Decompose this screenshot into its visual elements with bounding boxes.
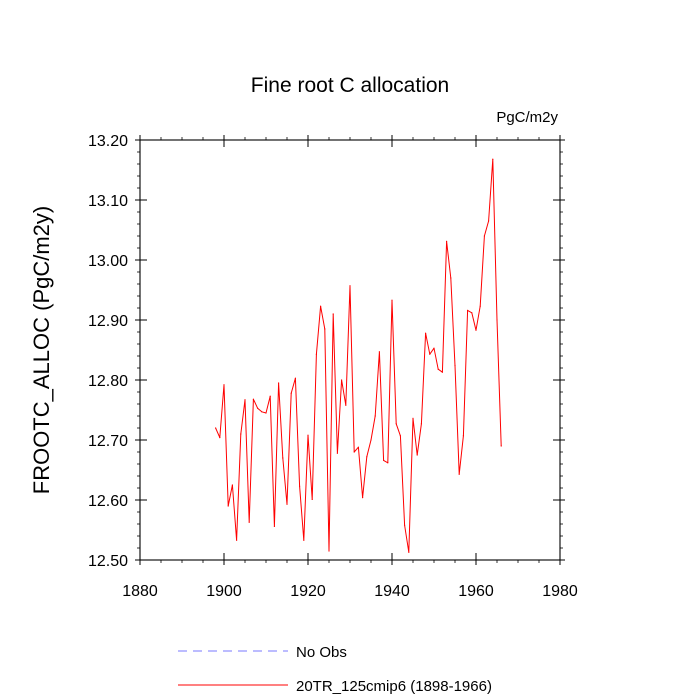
data-point (290, 392, 292, 394)
data-point (227, 505, 229, 507)
data-point (273, 525, 275, 528)
data-point (395, 423, 397, 425)
data-point (391, 299, 393, 301)
y-tick-label: 13.00 (88, 253, 128, 270)
data-point (387, 462, 389, 464)
y-tick-label: 12.90 (88, 313, 128, 330)
data-point (328, 550, 330, 552)
data-point (412, 417, 414, 419)
y-tick-label: 12.50 (88, 553, 128, 570)
data-point (278, 382, 280, 384)
data-point (475, 329, 477, 331)
data-point (320, 305, 322, 307)
data-point (236, 539, 238, 541)
x-tick-label: 1920 (290, 583, 326, 600)
data-point (315, 353, 317, 355)
data-point (336, 452, 338, 454)
plot-frame (139, 139, 561, 561)
data-point (357, 446, 359, 448)
units-label: PgC/m2y (496, 109, 558, 126)
x-tick-label: 1880 (122, 583, 158, 600)
series-group (215, 158, 502, 553)
data-point (420, 423, 422, 425)
data-point (286, 503, 288, 505)
data-point (244, 399, 246, 401)
x-tick-label: 1940 (374, 583, 410, 600)
data-point (399, 435, 401, 437)
data-point (370, 439, 372, 441)
data-point (345, 404, 347, 406)
data-point (462, 435, 464, 437)
x-tick-label: 1960 (458, 583, 494, 600)
series-line (215, 158, 502, 553)
data-point (349, 285, 351, 287)
data-point (374, 415, 376, 417)
data-point (492, 158, 494, 160)
axis-ticks (135, 135, 565, 565)
data-point (408, 551, 410, 553)
data-point (294, 377, 296, 379)
data-point (269, 395, 271, 397)
y-axis-label: FROOTC_ALLOC (PgC/m2y) (29, 206, 54, 495)
data-point (446, 240, 448, 242)
data-point (404, 524, 406, 526)
data-point (353, 451, 355, 453)
data-point (500, 445, 502, 447)
y-tick-labels: 12.50 12.60 12.70 12.80 12.90 13.00 13.10 13.20 (88, 133, 128, 570)
data-point (441, 371, 443, 373)
data-point (261, 411, 263, 413)
data-point (362, 497, 364, 499)
data-point (383, 459, 385, 461)
chart-title: Fine root C allocation (251, 74, 449, 97)
data-point (299, 485, 301, 487)
data-point (488, 220, 490, 222)
data-point (458, 473, 460, 475)
data-point (223, 384, 225, 386)
data-point (378, 351, 380, 353)
data-point (479, 305, 481, 307)
data-point (282, 457, 284, 459)
data-point (454, 365, 456, 367)
data-point (219, 437, 221, 439)
legend: No Obs 20TR_125cmip6 (1898-1966) (178, 644, 492, 695)
y-tick-label: 13.20 (88, 133, 128, 150)
data-point (496, 319, 498, 321)
data-point (215, 427, 217, 429)
y-tick-label: 12.70 (88, 433, 128, 450)
data-point (416, 454, 418, 456)
data-point (425, 332, 427, 334)
y-tick-label: 12.80 (88, 373, 128, 390)
data-point (307, 434, 309, 436)
data-point (429, 353, 431, 355)
data-point (483, 235, 485, 237)
data-point (248, 521, 250, 523)
x-tick-label: 1980 (542, 583, 578, 600)
data-point (366, 456, 368, 458)
y-tick-label: 12.60 (88, 493, 128, 510)
data-point (437, 368, 439, 370)
data-point (433, 347, 435, 349)
data-point (332, 313, 334, 315)
data-point (240, 433, 242, 435)
data-point (231, 484, 233, 486)
x-tick-label: 1900 (206, 583, 242, 600)
data-point (341, 379, 343, 381)
legend-label-model: 20TR_125cmip6 (1898-1966) (296, 678, 492, 695)
data-point (450, 277, 452, 279)
data-point (467, 309, 469, 311)
legend-label-no-obs: No Obs (296, 644, 347, 661)
data-point (252, 398, 254, 400)
data-point (324, 328, 326, 330)
data-point (303, 539, 305, 541)
x-tick-labels: 1880 1900 1920 1940 1960 1980 (122, 583, 578, 600)
y-tick-label: 13.10 (88, 193, 128, 210)
data-point (471, 312, 473, 314)
data-point (311, 498, 313, 500)
data-point (257, 407, 259, 409)
data-point (265, 412, 267, 414)
